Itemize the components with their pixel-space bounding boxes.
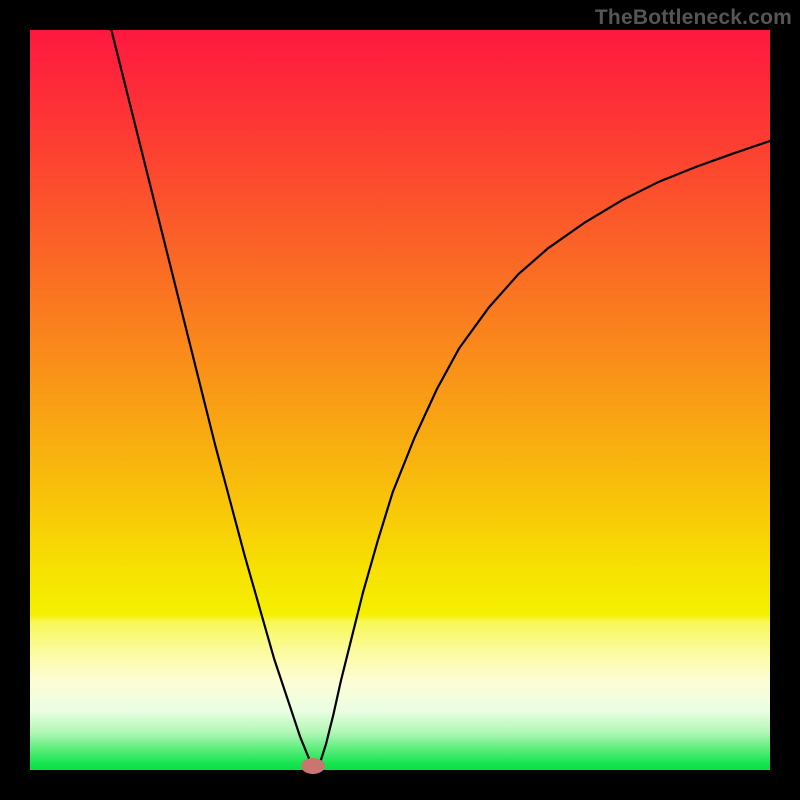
min-point-marker — [301, 758, 325, 774]
v-curve-path — [111, 30, 770, 768]
v-curve — [30, 30, 770, 770]
plot-area — [30, 30, 770, 770]
chart-frame: TheBottleneck.com — [0, 0, 800, 800]
watermark-text: TheBottleneck.com — [595, 6, 792, 30]
